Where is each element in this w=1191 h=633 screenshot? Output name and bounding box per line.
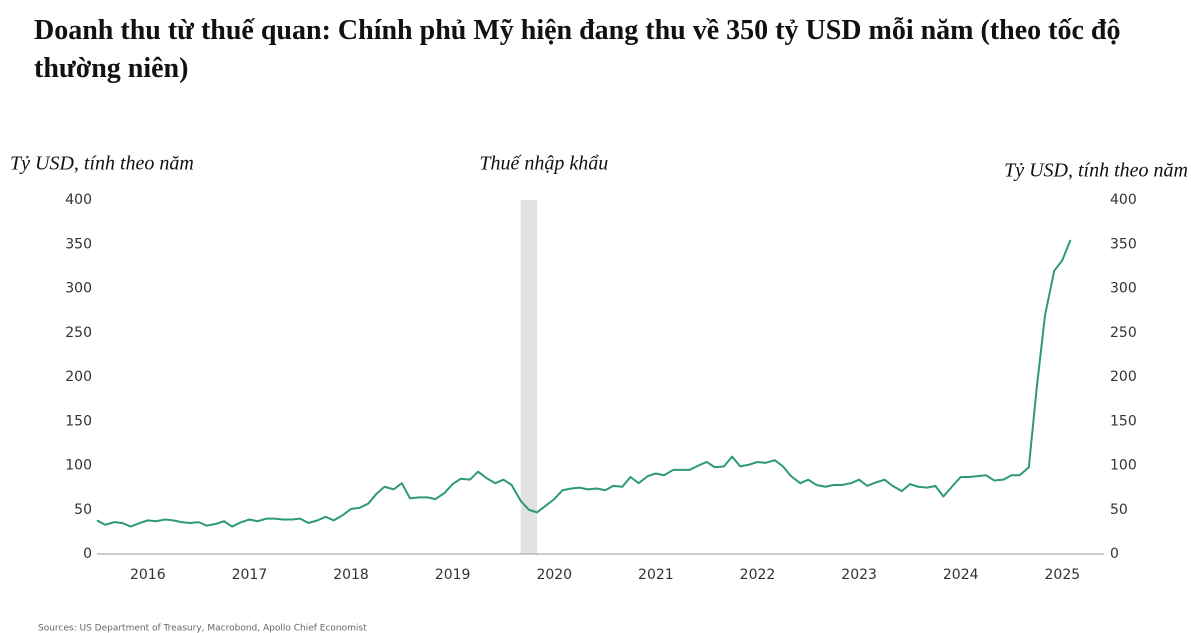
y-tick-label: 50 [74, 502, 92, 518]
x-tick-label: 2016 [130, 567, 166, 583]
y2-tick-label: 150 [1110, 413, 1137, 429]
x-tick-label: 2023 [841, 567, 877, 583]
y-tick-label: 300 [65, 281, 92, 297]
shade-label: Thuế nhập khẩu [479, 153, 608, 175]
y2-axis-label: Tỷ USD, tính theo năm [1004, 160, 1188, 182]
y-tick-label: 100 [65, 458, 92, 474]
y2-tick-label: 100 [1110, 458, 1137, 474]
x-tick-label: 2025 [1045, 567, 1081, 583]
source: Sources: US Department of Treasury, Macr… [38, 624, 367, 633]
chart-title: Doanh thu từ thuế quan: Chính phủ Mỹ hiệ… [34, 15, 1121, 84]
x-tick-label: 2017 [232, 567, 268, 583]
x-tick-label: 2020 [536, 567, 572, 583]
y2-tick-label: 200 [1110, 369, 1137, 385]
y-tick-label: 350 [65, 236, 92, 252]
y-tick-label: 150 [65, 413, 92, 429]
y2-tick-label: 0 [1110, 546, 1119, 562]
x-tick-label: 2024 [943, 567, 979, 583]
y2-tick-label: 50 [1110, 502, 1128, 518]
y2-tick-label: 250 [1110, 325, 1137, 341]
y2-tick-label: 400 [1110, 192, 1137, 208]
y2-tick-label: 300 [1110, 281, 1137, 297]
y-tick-label: 0 [83, 546, 92, 562]
x-tick-label: 2022 [740, 567, 776, 583]
data-line [96, 239, 1072, 528]
y-tick-label: 250 [65, 325, 92, 341]
shaded-period [520, 200, 537, 554]
x-tick-label: 2019 [435, 567, 471, 583]
y-axis-label: Tỷ USD, tính theo năm [10, 153, 194, 175]
y-tick-label: 200 [65, 369, 92, 385]
y2-tick-label: 350 [1110, 236, 1137, 252]
y-tick-label: 400 [65, 192, 92, 208]
x-tick-label: 2021 [638, 567, 674, 583]
x-tick-label: 2018 [333, 567, 369, 583]
